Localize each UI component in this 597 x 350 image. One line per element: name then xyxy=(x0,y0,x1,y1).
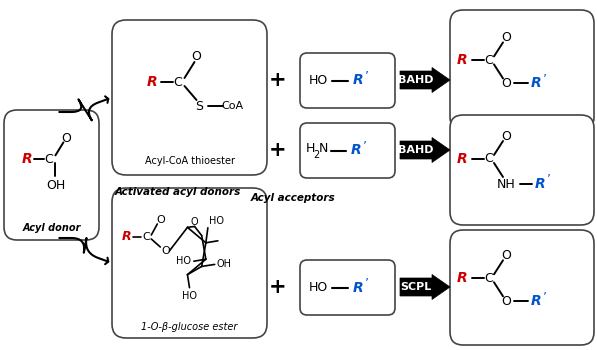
Text: SCPL: SCPL xyxy=(401,282,432,292)
Text: ’: ’ xyxy=(543,290,547,303)
Text: CoA: CoA xyxy=(221,101,244,111)
Text: R: R xyxy=(457,54,467,68)
Text: ’: ’ xyxy=(543,72,547,85)
FancyBboxPatch shape xyxy=(450,230,594,345)
Text: 1-O-β-glucose ester: 1-O-β-glucose ester xyxy=(141,322,238,332)
FancyBboxPatch shape xyxy=(300,123,395,178)
Text: C: C xyxy=(485,153,493,166)
Text: C: C xyxy=(173,76,182,89)
Text: O: O xyxy=(192,50,201,63)
Text: O: O xyxy=(61,132,71,145)
Text: R: R xyxy=(350,144,361,158)
Text: BAHD: BAHD xyxy=(398,75,434,85)
Polygon shape xyxy=(400,274,450,300)
Text: R: R xyxy=(353,280,364,294)
FancyBboxPatch shape xyxy=(300,260,395,315)
Text: R: R xyxy=(121,231,131,244)
Text: Acyl-CoA thioester: Acyl-CoA thioester xyxy=(144,156,235,166)
Text: O: O xyxy=(191,217,198,228)
Text: NH: NH xyxy=(497,177,515,190)
Text: C: C xyxy=(485,272,493,285)
Text: O: O xyxy=(501,31,511,44)
Text: H: H xyxy=(305,142,315,155)
Text: R: R xyxy=(531,76,541,90)
Text: S: S xyxy=(195,99,204,112)
Text: O: O xyxy=(501,130,511,142)
Text: +: + xyxy=(269,277,287,297)
FancyBboxPatch shape xyxy=(112,20,267,175)
Text: R: R xyxy=(22,152,33,166)
FancyBboxPatch shape xyxy=(4,110,99,240)
Text: N: N xyxy=(318,142,328,155)
Text: HO: HO xyxy=(176,256,192,266)
Text: O: O xyxy=(501,249,511,262)
Text: R: R xyxy=(531,294,541,308)
Text: HO: HO xyxy=(182,290,197,301)
Text: R: R xyxy=(457,271,467,285)
Text: HO: HO xyxy=(210,216,224,226)
Text: +: + xyxy=(269,70,287,90)
FancyBboxPatch shape xyxy=(450,10,594,130)
Text: Acyl donor: Acyl donor xyxy=(22,223,81,233)
Text: R: R xyxy=(147,75,158,89)
Text: O: O xyxy=(501,77,511,90)
Text: BAHD: BAHD xyxy=(398,145,434,155)
Text: O: O xyxy=(501,295,511,308)
Text: ’: ’ xyxy=(365,276,369,289)
Text: R: R xyxy=(457,152,467,166)
Text: HO: HO xyxy=(309,74,328,87)
Text: +: + xyxy=(269,140,287,160)
FancyBboxPatch shape xyxy=(300,53,395,108)
Text: O: O xyxy=(156,215,165,225)
Text: Activated acyl donors: Activated acyl donors xyxy=(115,187,241,197)
FancyBboxPatch shape xyxy=(450,115,594,225)
FancyBboxPatch shape xyxy=(112,188,267,338)
Text: ’: ’ xyxy=(547,173,551,186)
Polygon shape xyxy=(400,138,450,162)
Text: C: C xyxy=(143,232,150,242)
Text: HO: HO xyxy=(309,281,328,294)
Text: ’: ’ xyxy=(363,139,367,152)
Text: C: C xyxy=(485,54,493,67)
Text: R: R xyxy=(535,177,545,191)
Text: ’: ’ xyxy=(365,69,369,82)
Text: 2: 2 xyxy=(313,150,319,161)
Polygon shape xyxy=(400,68,450,92)
Text: C: C xyxy=(44,153,53,166)
Text: OH: OH xyxy=(216,259,231,270)
Text: Acyl acceptors: Acyl acceptors xyxy=(251,193,336,203)
Text: R: R xyxy=(353,74,364,88)
Text: OH: OH xyxy=(46,179,65,192)
Text: O: O xyxy=(161,246,170,256)
